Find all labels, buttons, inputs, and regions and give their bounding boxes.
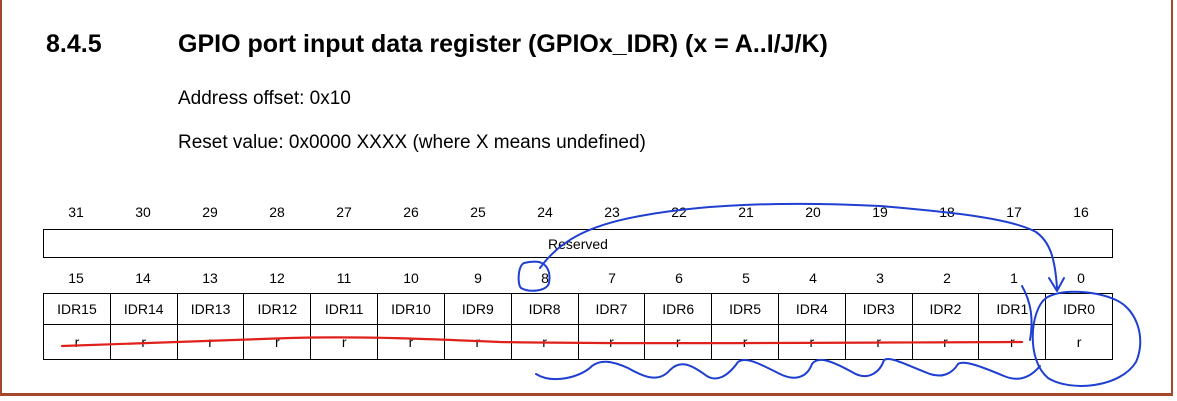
field-name: IDR7 xyxy=(579,294,646,324)
access-type: r xyxy=(445,325,512,359)
field-name: IDR5 xyxy=(712,294,779,324)
field-name: IDR4 xyxy=(779,294,846,324)
access-type: r xyxy=(846,325,913,359)
reserved-field: Reserved xyxy=(43,229,1113,258)
access-type: r xyxy=(579,325,646,359)
access-type: r xyxy=(512,325,579,359)
field-name: IDR12 xyxy=(244,294,312,324)
bit-number: 9 xyxy=(474,270,482,286)
address-offset: Address offset: 0x10 xyxy=(178,88,351,109)
field-name: IDR15 xyxy=(44,294,111,324)
bit-number: 11 xyxy=(336,270,352,286)
access-type: r xyxy=(44,325,111,359)
bit-number: 23 xyxy=(604,204,620,220)
field-name-row: IDR15 IDR14 IDR13 IDR12 IDR11 IDR10 IDR9… xyxy=(43,293,1113,325)
access-type: r xyxy=(378,325,445,359)
bit-number: 21 xyxy=(738,204,754,220)
field-name: IDR6 xyxy=(645,294,713,324)
bit-number: 10 xyxy=(403,270,419,286)
access-type: r xyxy=(779,325,846,359)
field-name: IDR8 xyxy=(512,294,579,324)
access-type: r xyxy=(979,325,1047,359)
field-name: IDR1 xyxy=(979,294,1047,324)
section-number: 8.4.5 xyxy=(46,30,102,58)
access-type: r xyxy=(244,325,312,359)
field-name: IDR9 xyxy=(445,294,512,324)
bit-number: 1 xyxy=(1010,270,1018,286)
access-type: r xyxy=(913,325,980,359)
field-name: IDR10 xyxy=(378,294,445,324)
bit-number: 24 xyxy=(537,204,553,220)
bit-number: 25 xyxy=(470,204,486,220)
field-name: IDR2 xyxy=(913,294,980,324)
bit-number: 2 xyxy=(943,270,951,286)
bit-number: 7 xyxy=(608,270,616,286)
bit-number: 14 xyxy=(135,270,151,286)
bit-number: 31 xyxy=(68,204,84,220)
bit-number: 30 xyxy=(135,204,151,220)
reset-value: Reset value: 0x0000 XXXX (where X means … xyxy=(178,132,646,153)
access-type: r xyxy=(311,325,379,359)
access-row: r r r r r r r r r r r r r r r r xyxy=(43,325,1113,360)
bit-number: 27 xyxy=(336,204,352,220)
bit-number: 18 xyxy=(939,204,955,220)
bit-number: 3 xyxy=(876,270,884,286)
bit-number: 4 xyxy=(809,270,817,286)
field-name: IDR14 xyxy=(111,294,178,324)
access-type: r xyxy=(712,325,779,359)
bit-number: 19 xyxy=(872,204,888,220)
field-name: IDR13 xyxy=(178,294,245,324)
field-name: IDR11 xyxy=(311,294,379,324)
bit-number: 17 xyxy=(1006,204,1022,220)
bit-number: 16 xyxy=(1073,204,1089,220)
section-title: GPIO port input data register (GPIOx_IDR… xyxy=(178,30,828,58)
access-type: r xyxy=(178,325,245,359)
bit-number: 22 xyxy=(671,204,687,220)
bit-number: 0 xyxy=(1077,270,1085,286)
bit-number: 29 xyxy=(202,204,218,220)
bit-number: 28 xyxy=(269,204,285,220)
bit-number: 20 xyxy=(805,204,821,220)
bit-number: 26 xyxy=(403,204,419,220)
bit-number: 12 xyxy=(269,270,285,286)
field-name: IDR0 xyxy=(1063,301,1096,317)
bit-number: 13 xyxy=(202,270,218,286)
reserved-label: Reserved xyxy=(548,235,608,252)
access-type: r xyxy=(1076,334,1082,350)
bit-number: 5 xyxy=(742,270,750,286)
bit-number: 8 xyxy=(541,270,549,286)
field-name: IDR3 xyxy=(846,294,913,324)
bit-number: 6 xyxy=(675,270,683,286)
bit-number: 15 xyxy=(68,270,84,286)
access-type: r xyxy=(111,325,178,359)
access-type: r xyxy=(645,325,713,359)
